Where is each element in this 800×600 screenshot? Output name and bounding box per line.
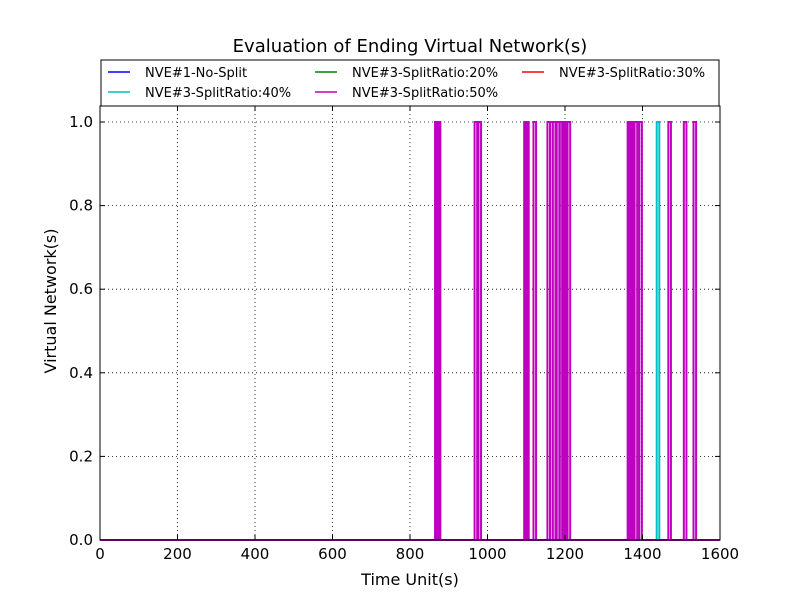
legend-box xyxy=(100,59,720,107)
y-tick-label: 0.6 xyxy=(69,280,93,298)
legend-entry: NVE#3-SplitRatio:30% xyxy=(559,66,705,81)
x-tick-label: 1600 xyxy=(701,545,739,563)
legend-entry: NVE#3-SplitRatio:50% xyxy=(352,86,498,101)
x-axis-label: Time Unit(s) xyxy=(360,570,459,589)
legend: NVE#1-No-Split NVE#3-SplitRatio:20% NVE#3-… xyxy=(100,59,720,107)
axis-ticks: 0 200 400 600 800 1000 1200 1400 1600 0.0 0.2 0.4 0.… xyxy=(69,106,739,563)
x-tick-label: 200 xyxy=(163,545,192,563)
y-axis-label: Virtual Network(s) xyxy=(41,229,60,374)
legend-entry: NVE#3-SplitRatio:40% xyxy=(145,86,291,101)
x-tick-label: 800 xyxy=(396,545,425,563)
x-tick-label: 1400 xyxy=(623,545,661,563)
x-tick-label: 1000 xyxy=(468,545,506,563)
x-tick-label: 0 xyxy=(95,545,105,563)
y-tick-label: 0.8 xyxy=(69,197,93,215)
y-tick-label: 1.0 xyxy=(69,113,93,131)
x-tick-label: 400 xyxy=(241,545,270,563)
y-tick-label: 0.2 xyxy=(69,447,93,465)
x-tick-label: 600 xyxy=(318,545,347,563)
legend-entry: NVE#1-No-Split xyxy=(145,66,247,81)
y-tick-label: 0.4 xyxy=(69,364,93,382)
legend-entry: NVE#3-SplitRatio:20% xyxy=(352,66,498,81)
x-tick-label: 1200 xyxy=(546,545,584,563)
chart-title: Evaluation of Ending Virtual Network(s) xyxy=(233,36,588,57)
y-tick-label: 0.0 xyxy=(69,531,93,549)
